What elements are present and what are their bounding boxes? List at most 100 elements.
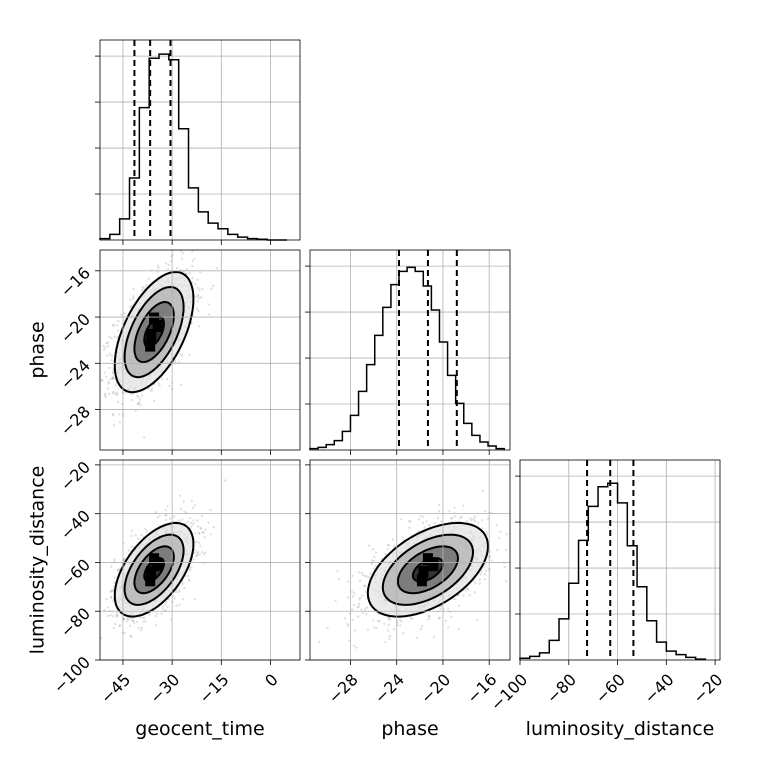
sample-point	[113, 576, 116, 579]
sample-point	[158, 514, 161, 518]
contour-line	[113, 270, 195, 394]
sample-point	[157, 382, 160, 385]
sample-point	[326, 626, 329, 629]
x-tick-label-geocent_time: 0	[261, 670, 282, 691]
sample-point	[166, 505, 169, 508]
sample-point	[192, 522, 195, 525]
joint-panel-phase-luminosity_distance	[305, 459, 518, 665]
sample-point	[135, 620, 139, 624]
sample-point	[111, 413, 115, 417]
sample-point	[118, 413, 121, 416]
sample-point	[138, 401, 141, 404]
sample-point	[483, 573, 487, 576]
sample-point	[165, 513, 168, 517]
sample-point	[479, 573, 482, 576]
x-axis-label-luminosity_distance: luminosity_distance	[526, 718, 715, 740]
sample-point	[454, 515, 457, 518]
sample-point	[202, 553, 206, 556]
sample-point	[357, 605, 360, 608]
sample-point	[358, 571, 361, 574]
sample-point	[318, 640, 321, 644]
sample-point	[106, 344, 110, 348]
sample-point	[110, 337, 113, 340]
sample-point	[503, 566, 506, 569]
sample-point	[191, 264, 194, 268]
sample-point	[375, 551, 378, 554]
sample-point	[448, 510, 451, 513]
sample-point	[136, 394, 139, 398]
sample-point	[125, 620, 129, 623]
sample-point	[478, 582, 481, 585]
sample-point	[187, 578, 191, 581]
sample-point	[384, 641, 387, 644]
sample-point	[132, 287, 135, 291]
sample-point	[138, 616, 142, 619]
sample-point	[420, 624, 424, 628]
histogram-panel-luminosity_distance	[515, 459, 721, 665]
sample-point	[207, 303, 210, 306]
sample-point	[115, 615, 119, 618]
sample-point	[387, 623, 390, 626]
sample-point	[100, 637, 103, 640]
sample-point	[422, 515, 425, 518]
density-core	[146, 566, 157, 579]
sample-point	[189, 521, 193, 525]
sample-point	[168, 517, 172, 520]
sample-point	[108, 392, 111, 396]
sample-point	[192, 519, 195, 522]
sample-point	[371, 548, 375, 551]
sample-point	[106, 354, 109, 357]
sample-point	[181, 251, 184, 255]
sample-point	[207, 313, 211, 316]
sample-point	[355, 646, 358, 649]
sample-point	[116, 391, 119, 394]
sample-point	[367, 576, 371, 579]
sample-point	[432, 635, 436, 639]
sample-point	[357, 615, 360, 618]
histogram-panel-phase	[305, 249, 511, 455]
sample-point	[347, 624, 350, 627]
sample-point	[401, 536, 404, 539]
sample-point	[447, 626, 450, 629]
sample-point	[370, 562, 373, 566]
x-tick-label-luminosity_distance: −80	[543, 670, 580, 707]
sample-point	[153, 399, 156, 403]
sample-point	[183, 586, 186, 590]
sample-point	[132, 297, 135, 300]
sample-point	[457, 627, 460, 631]
sample-point	[131, 392, 135, 395]
sample-point	[111, 599, 115, 602]
sample-point	[387, 629, 390, 632]
sample-point	[138, 398, 142, 401]
sample-point	[102, 348, 106, 351]
sample-point	[177, 590, 180, 594]
sample-point	[190, 566, 193, 569]
x-tick-label-geocent_time: −30	[146, 670, 183, 707]
sample-point	[194, 532, 197, 535]
sample-point	[427, 618, 430, 621]
y-tick-label-luminosity_distance: −40	[57, 506, 94, 543]
sample-point	[178, 519, 181, 522]
sample-point	[118, 624, 121, 627]
sample-point	[150, 388, 154, 391]
sample-point	[144, 527, 147, 531]
sample-point	[132, 621, 136, 625]
sample-point	[372, 619, 375, 622]
sample-point	[193, 551, 196, 555]
sample-point	[164, 603, 167, 606]
sample-point	[358, 598, 361, 601]
sample-point	[388, 544, 391, 547]
histogram-luminosity_distance	[519, 482, 707, 660]
sample-point	[181, 354, 184, 357]
x-tick-label-phase: −20	[417, 670, 454, 707]
sample-point	[439, 608, 442, 611]
sample-point	[198, 553, 201, 556]
sample-point	[409, 616, 413, 620]
sample-point	[141, 394, 144, 397]
sample-point	[360, 571, 364, 575]
y-tick-label-luminosity_distance: −20	[57, 457, 94, 494]
sample-point	[150, 269, 153, 272]
sample-point	[154, 624, 157, 627]
sample-point	[392, 628, 396, 631]
sample-point	[516, 523, 518, 525]
